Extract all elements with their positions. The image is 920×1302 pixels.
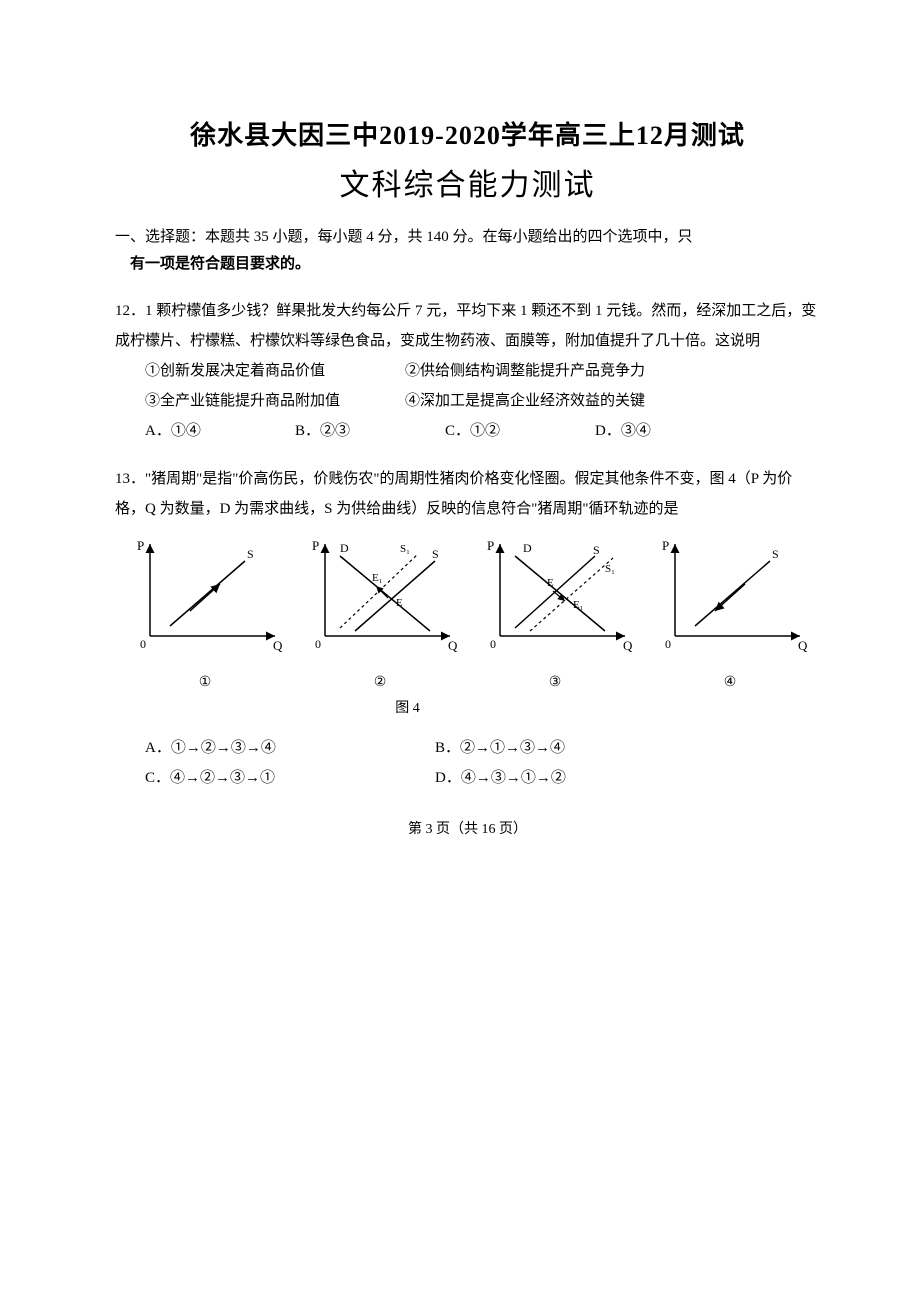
svg-text:Q: Q <box>623 638 633 653</box>
question-12: 12．1 颗柠檬值多少钱？鲜果批发大约每公斤 7 元，平均下来 1 颗还不到 1… <box>115 296 820 446</box>
svg-text:S: S <box>432 547 439 561</box>
svg-text:S₁: S₁ <box>605 563 615 575</box>
chart-2-label: ② <box>300 669 460 697</box>
chart-2: P Q 0 D S S₁ E₁ E ② <box>300 536 460 697</box>
figure-caption: 图 4 <box>0 695 820 723</box>
chart-1-svg: P Q 0 S <box>125 536 285 656</box>
svg-text:E: E <box>396 597 403 609</box>
svg-text:S: S <box>247 547 254 561</box>
q12-stmt4: ④深加工是提高企业经济效益的关键 <box>405 386 645 416</box>
svg-text:D: D <box>523 541 532 555</box>
svg-text:Q: Q <box>448 638 458 653</box>
chart-1: P Q 0 S ① <box>125 536 285 697</box>
q13-optB: B．②→①→③→④ <box>435 733 565 763</box>
section-prefix: 一、选择题：本题共 35 小题，每小题 4 分，共 140 分。在每小题给出的四… <box>115 229 693 245</box>
svg-text:0: 0 <box>140 637 146 651</box>
section-bold: 有一项是符合题目要求的。 <box>130 256 310 272</box>
section-header: 一、选择题：本题共 35 小题，每小题 4 分，共 140 分。在每小题给出的四… <box>115 224 820 278</box>
svg-text:E: E <box>547 577 554 589</box>
question-13: 13．"猪周期"是指"价高伤民，价贱伤农"的周期性猪肉价格变化怪圈。假定其他条件… <box>115 464 820 793</box>
page-footer: 第 3 页（共 16 页） <box>115 818 820 838</box>
q12-stmt3: ③全产业链能提升商品附加值 <box>145 386 405 416</box>
chart-3-label: ③ <box>475 669 635 697</box>
svg-text:E₁: E₁ <box>573 599 584 611</box>
svg-text:P: P <box>312 538 319 553</box>
q12-optA: A．①④ <box>145 416 295 446</box>
q13-optA: A．①→②→③→④ <box>145 733 435 763</box>
chart-4: P Q 0 S ④ <box>650 536 810 697</box>
svg-text:0: 0 <box>665 637 671 651</box>
chart-4-svg: P Q 0 S <box>650 536 810 656</box>
exam-title-sub: 文科综合能力测试 <box>115 160 820 204</box>
svg-text:E₁: E₁ <box>372 572 383 584</box>
svg-text:Q: Q <box>798 638 808 653</box>
q12-stmt2: ②供给侧结构调整能提升产品竞争力 <box>405 356 645 386</box>
svg-text:P: P <box>487 538 494 553</box>
svg-text:P: P <box>137 538 144 553</box>
svg-text:P: P <box>662 538 669 553</box>
q12-optC: C．①② <box>445 416 595 446</box>
q12-optB: B．②③ <box>295 416 445 446</box>
q12-text: 12．1 颗柠檬值多少钱？鲜果批发大约每公斤 7 元，平均下来 1 颗还不到 1… <box>115 296 820 356</box>
svg-text:S₁: S₁ <box>400 543 410 555</box>
chart-3-svg: P Q 0 D S S₁ E E₁ <box>475 536 635 656</box>
chart-3: P Q 0 D S S₁ E E₁ ③ <box>475 536 635 697</box>
q13-options: A．①→②→③→④ B．②→①→③→④ C．④→②→③→① D．④→③→①→② <box>115 733 820 793</box>
q13-optD: D．④→③→①→② <box>435 763 566 793</box>
q13-charts: P Q 0 S ① <box>115 528 820 697</box>
q12-stmt1: ①创新发展决定着商品价值 <box>145 356 405 386</box>
q13-text: 13．"猪周期"是指"价高伤民，价贱伤农"的周期性猪肉价格变化怪圈。假定其他条件… <box>115 464 820 524</box>
svg-text:S: S <box>593 543 600 557</box>
exam-title-main: 徐水县大因三中2019-2020学年高三上12月测试 <box>115 115 820 152</box>
q12-optD: D．③④ <box>595 416 745 446</box>
chart-4-label: ④ <box>650 669 810 697</box>
svg-text:D: D <box>340 541 349 555</box>
svg-text:S: S <box>772 547 779 561</box>
chart-1-label: ① <box>125 669 285 697</box>
chart-2-svg: P Q 0 D S S₁ E₁ E <box>300 536 460 656</box>
q13-optC: C．④→②→③→① <box>145 763 435 793</box>
svg-text:Q: Q <box>273 638 283 653</box>
svg-text:0: 0 <box>490 637 496 651</box>
svg-text:0: 0 <box>315 637 321 651</box>
